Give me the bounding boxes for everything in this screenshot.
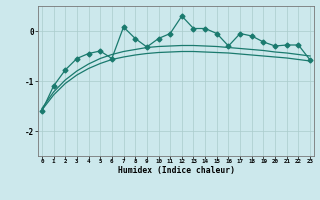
- X-axis label: Humidex (Indice chaleur): Humidex (Indice chaleur): [117, 166, 235, 175]
